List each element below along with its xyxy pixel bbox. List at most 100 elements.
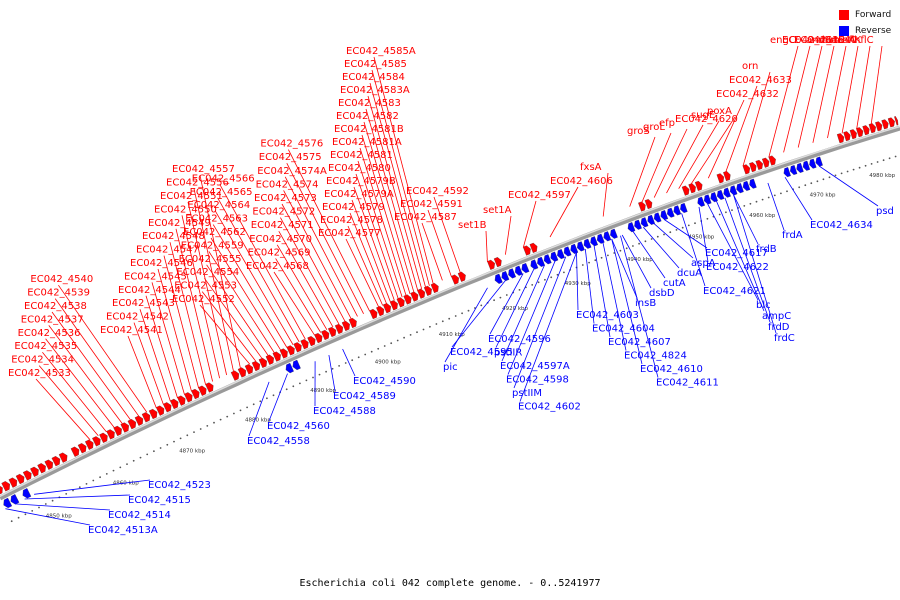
axis-tick-dot: [786, 190, 788, 193]
leader-line: [485, 230, 488, 262]
axis-tick-dot: [816, 180, 819, 183]
axis-tick-dot: [186, 434, 189, 437]
axis-tick-dot: [422, 328, 425, 331]
axis-tick-dot: [44, 503, 47, 505]
gene-label: EC042_4583: [338, 98, 401, 109]
gene-label: hflC: [854, 35, 874, 46]
forward-gene: [487, 259, 495, 270]
axis-tick-dot: [219, 418, 222, 421]
reverse-swatch: [839, 26, 849, 36]
leader-line: [278, 231, 334, 328]
leader-line: [602, 172, 609, 217]
axis-tick-dot: [632, 245, 634, 247]
axis-tick-dot: [675, 229, 678, 231]
gene-labels: EC042_4533 EC042_4534 EC042_4535 EC042_4536…: [8, 35, 894, 536]
leader-line: [501, 264, 545, 362]
gene-label: EC042_4545: [124, 271, 187, 282]
axis-tick-dot: [370, 350, 373, 353]
leader-line: [715, 200, 765, 312]
leader-line: [208, 251, 275, 354]
leader-line: [342, 348, 356, 377]
gene-label: aspA: [691, 258, 716, 269]
gene-label: pstIIM: [512, 388, 542, 399]
axis-tick-dot: [139, 456, 142, 459]
reverse-gene: [514, 265, 523, 276]
forward-gene: [389, 300, 398, 311]
leader-line: [507, 260, 556, 375]
leader-line: [707, 203, 759, 301]
leader-line: [690, 116, 736, 185]
gene-label: EC042_4639: [782, 35, 845, 46]
gene-label: EC042_4557: [172, 164, 235, 175]
leader-line: [163, 255, 199, 389]
gene-label: EC042_4571: [251, 220, 314, 231]
leader-line: [549, 186, 579, 238]
axis-tick-dot: [663, 233, 665, 236]
leader-line: [219, 184, 306, 340]
forward-gene: [184, 392, 193, 403]
leader-line: [641, 132, 672, 203]
gene-label: EC042_4563: [185, 214, 248, 225]
axis-tick-dot: [650, 238, 653, 240]
forward-gene: [862, 125, 870, 136]
axis-tick-dot: [518, 289, 521, 291]
gene-label: EC042_4620: [675, 114, 738, 125]
axis-tick-dot: [725, 211, 727, 214]
gene-label: EC042_4539: [27, 288, 90, 299]
scale-label: 4940 kbp: [627, 257, 653, 263]
gene-label: EC042_4547: [136, 245, 199, 256]
forward-gene: [749, 162, 757, 173]
gene-label: frdD: [768, 322, 790, 333]
leader-line: [206, 264, 269, 357]
forward-gene: [58, 452, 68, 463]
forward-gene: [85, 439, 94, 450]
gene-label: EC042_4543: [112, 298, 175, 309]
axis-tick-dot: [435, 323, 438, 325]
gene-label: EC042_4585: [344, 59, 407, 70]
axis-tick-dot: [259, 400, 262, 403]
legend-forward: Forward: [839, 10, 891, 20]
gene-label: amiB: [806, 35, 832, 46]
leader-line: [784, 176, 813, 221]
gene-label: EC042_4554: [176, 267, 239, 278]
leader-line: [489, 273, 524, 335]
axis-tick-dot: [531, 284, 534, 286]
gene-label: EC042_4566: [192, 173, 255, 184]
axis-tick-dot: [266, 397, 268, 400]
gene-label: EC042_4589: [333, 391, 396, 402]
gene-label: EC042_4564: [187, 200, 250, 211]
gene-label: EC042_4632: [716, 89, 779, 100]
leader-line: [584, 249, 595, 324]
axis-tick-dot: [119, 466, 122, 469]
forward-gene: [177, 395, 186, 406]
forward-gene: [148, 408, 158, 420]
leader-line: [621, 234, 652, 289]
axis-tick-dot: [351, 359, 354, 362]
forward-gene: [141, 412, 151, 423]
gene-label: EC042_4587: [394, 212, 457, 223]
leader-line: [421, 222, 443, 281]
gene-features: [0, 116, 899, 509]
axis-tick-dot: [331, 367, 334, 370]
gene-label: EC042_4542: [106, 312, 169, 323]
axis-tick-dot: [105, 473, 108, 475]
forward-gene: [887, 117, 895, 128]
forward-gene: [493, 257, 502, 268]
axis-tick-dot: [619, 249, 622, 252]
axis-tick-dot: [383, 345, 386, 347]
axis-tick-dot: [822, 178, 825, 181]
gene-label: EC042_4592: [406, 186, 469, 197]
reverse-gene: [550, 251, 559, 262]
leader-line: [151, 282, 185, 395]
reverse-gene: [640, 217, 649, 228]
axis-tick-dot: [72, 489, 74, 492]
axis-tick-dot: [864, 164, 867, 167]
axis-tick-dot: [99, 476, 101, 479]
reverse-gene: [673, 205, 682, 216]
axis-band: [0, 125, 900, 501]
gene-label: EC042_4565: [190, 187, 253, 198]
leader-line: [5, 508, 91, 526]
axis-tick-dot: [846, 170, 849, 173]
genome-caption: Escherichia coli 042 complete genome. - …: [299, 578, 601, 589]
axis-tick-dot: [852, 168, 855, 171]
